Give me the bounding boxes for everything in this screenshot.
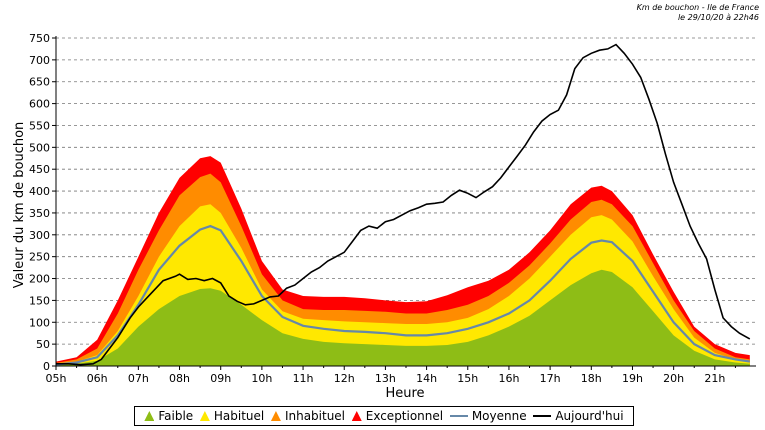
- y-tick-label: 400: [29, 185, 50, 198]
- y-tick-label: 50: [36, 338, 50, 351]
- y-tick-label: 700: [29, 54, 50, 67]
- y-tick-label: 0: [43, 360, 50, 373]
- x-axis-label: Heure: [385, 386, 424, 401]
- y-tick-label: 450: [29, 163, 50, 176]
- y-tick-label: 200: [29, 273, 50, 286]
- traffic-chart: 0 50 100 150 200 250 300 350 400 450 500 550 600 650 7…: [12, 32, 756, 401]
- x-tick-label: 09h: [210, 372, 231, 385]
- x-tick-label: 16h: [498, 372, 519, 385]
- x-tick-label: 14h: [416, 372, 437, 385]
- legend-label: Moyenne: [471, 409, 527, 423]
- legend-label: Exceptionnel: [365, 409, 444, 423]
- legend-label: Aujourd'hui: [555, 409, 624, 423]
- x-tick-label: 15h: [457, 372, 478, 385]
- x-tick-label: 08h: [169, 372, 190, 385]
- legend-item: Inhabituel: [270, 409, 346, 423]
- x-tick-label: 18h: [581, 372, 602, 385]
- line-moyenne: [55, 224, 750, 366]
- x-tick-label: 17h: [540, 372, 561, 385]
- y-tick-label: 750: [29, 32, 50, 45]
- y-tick-label: 600: [29, 98, 50, 111]
- x-tick-label: 20h: [663, 372, 684, 385]
- x-tick-label: 19h: [622, 372, 643, 385]
- axes: 0 50 100 150 200 250 300 350 400 450 500 550 600 650 7…: [29, 32, 756, 385]
- chart-subtitle: Km de bouchon - Ile de France: [636, 3, 759, 12]
- legend-item: Habituel: [199, 409, 265, 423]
- y-tick-label: 300: [29, 229, 50, 242]
- legend: Faible Habituel Inhabituel Exceptionnel Moye…: [134, 406, 634, 426]
- legend-swatch: [270, 411, 281, 421]
- area-series: [56, 156, 750, 366]
- line-aujourdhui: [56, 43, 751, 366]
- x-tick-label: 12h: [334, 372, 355, 385]
- y-axis-label: Valeur du km de bouchon: [12, 122, 27, 289]
- area-faible: [56, 269, 750, 366]
- y-tick-label: 500: [29, 141, 50, 154]
- y-tick-label: 100: [29, 316, 50, 329]
- x-tick-label: 10h: [251, 372, 272, 385]
- legend-item: Faible: [144, 409, 193, 423]
- legend-swatch: [351, 411, 362, 421]
- legend-label: Inhabituel: [284, 409, 346, 423]
- x-tick-label: 13h: [375, 372, 396, 385]
- y-tick-label: 550: [29, 119, 50, 132]
- legend-item: Exceptionnel: [351, 409, 444, 423]
- x-tick-label: 07h: [128, 372, 149, 385]
- legend-swatch: [199, 411, 210, 421]
- y-tick-label: 350: [29, 207, 50, 220]
- legend-label: Faible: [158, 409, 194, 423]
- line-series: [55, 43, 751, 366]
- legend-label: Habituel: [213, 409, 265, 423]
- y-tick-label: 150: [29, 294, 50, 307]
- legend-swatch: [449, 415, 468, 417]
- legend-item: Aujourd'hui: [533, 409, 624, 423]
- y-tick-label: 250: [29, 251, 50, 264]
- legend-swatch: [533, 415, 552, 417]
- legend-swatch: [144, 411, 155, 421]
- x-tick-label: 11h: [293, 372, 314, 385]
- y-tick-label: 650: [29, 76, 50, 89]
- legend-item: Moyenne: [449, 409, 527, 423]
- timestamp: le 29/10/20 à 22h46: [677, 13, 759, 22]
- x-tick-label: 21h: [704, 372, 725, 385]
- x-tick-label: 05h: [46, 372, 67, 385]
- x-tick-label: 06h: [87, 372, 108, 385]
